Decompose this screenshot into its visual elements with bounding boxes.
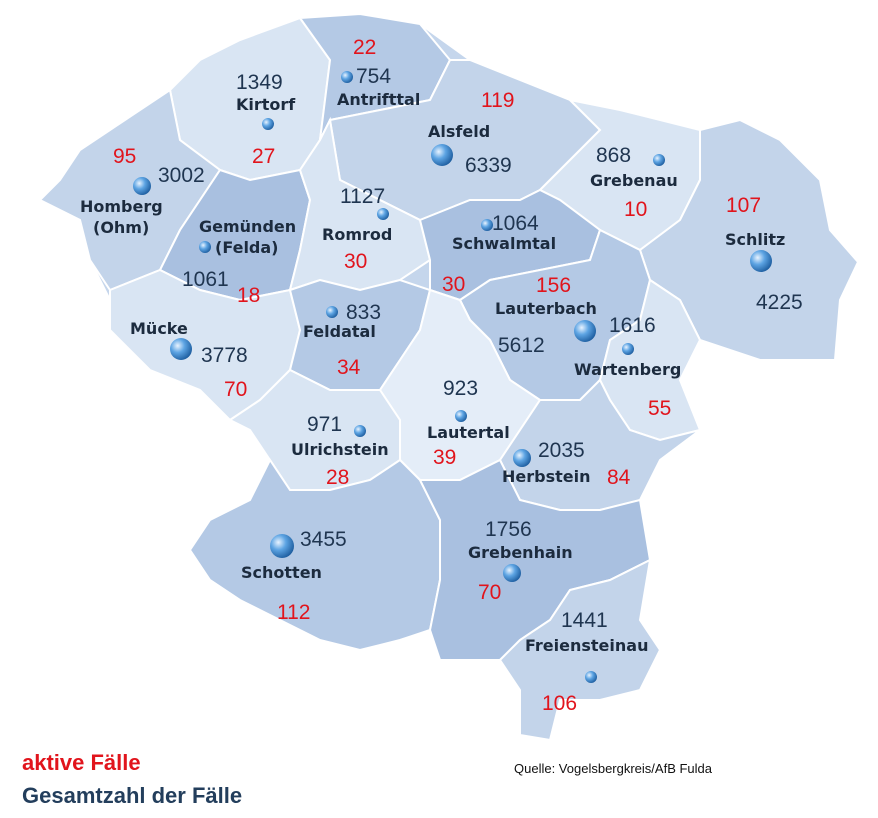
lauterbach-name: Lauterbach [495,299,597,318]
romrod-name: Romrod [322,225,392,244]
kirtorf-marker [262,118,274,130]
antrifttal-marker [341,71,353,83]
grebenhain-marker [503,564,521,582]
kirtorf-total: 1349 [236,71,283,94]
schwalmtal-name: Schwalmtal [452,234,556,253]
grebenau-total: 868 [596,144,631,167]
herbstein-active: 84 [607,466,631,489]
region-schlitz [638,118,860,361]
ulrichstein-active: 28 [326,466,349,489]
wartenberg-total: 1616 [609,314,656,337]
grebenhain-active: 70 [478,581,501,604]
herbstein-total: 2035 [538,439,585,462]
feldatal-active: 34 [337,356,361,379]
schotten-name: Schotten [241,563,322,582]
homberg-total: 3002 [158,164,205,187]
homberg-marker [133,177,151,195]
feldatal-marker [326,306,338,318]
grebenau-marker [653,154,665,166]
kirtorf-name: Kirtorf [236,95,296,114]
gemuenden-active: 18 [237,284,260,307]
ulrichstein-total: 971 [307,413,342,436]
wartenberg-active: 55 [648,397,671,420]
lauterbach-total: 5612 [498,334,545,357]
source-credit: Quelle: Vogelsbergkreis/AfB Fulda [514,761,712,776]
muecke-marker [170,338,192,360]
grebenau-name: Grebenau [590,171,678,190]
antrifttal-name: Antrifttal [337,90,420,109]
ulrichstein-marker [354,425,366,437]
homberg-name-line2: (Ohm) [93,218,149,237]
schwalmtal-active: 30 [442,273,465,296]
schotten-marker [270,534,294,558]
feldatal-name: Feldatal [303,322,376,341]
muecke-name: Mücke [130,319,188,338]
schlitz-active: 107 [726,194,761,217]
grebenhain-name: Grebenhain [468,543,573,562]
muecke-active: 70 [224,378,247,401]
lautertal-total: 923 [443,377,478,400]
region-freiensteinau [498,558,662,742]
romrod-active: 30 [344,250,367,273]
wartenberg-marker [622,343,634,355]
grebenau-active: 10 [624,198,647,221]
freiensteinau-marker [585,671,597,683]
schotten-total: 3455 [300,528,347,551]
romrod-total: 1127 [340,185,385,208]
alsfeld-total: 6339 [465,154,512,177]
schwalmtal-total: 1064 [492,212,539,235]
homberg-name-line1: Homberg [80,197,163,216]
ulrichstein-name: Ulrichstein [291,440,389,459]
antrifttal-active: 22 [353,36,376,59]
antrifttal-total: 754 [356,65,391,88]
gemuenden-total: 1061 [182,268,229,291]
muecke-total: 3778 [201,344,248,367]
lautertal-active: 39 [433,446,456,469]
schwalmtal-marker [481,219,493,231]
alsfeld-active: 119 [481,89,514,112]
wartenberg-name: Wartenberg [574,360,681,379]
lauterbach-marker [574,320,596,342]
homberg-active: 95 [113,145,136,168]
gemuenden-name-line2: (Felda) [215,238,279,257]
gemuenden-marker [199,241,211,253]
schlitz-marker [750,250,772,272]
freiensteinau-total: 1441 [561,609,608,632]
feldatal-total: 833 [346,301,381,324]
gemuenden-name-line1: Gemünden [199,217,296,236]
kirtorf-active: 27 [252,145,275,168]
alsfeld-name: Alsfeld [428,122,490,141]
grebenhain-total: 1756 [485,518,532,541]
herbstein-name: Herbstein [502,467,590,486]
legend-total-cases: Gesamtzahl der Fälle [22,783,243,808]
alsfeld-marker [431,144,453,166]
schlitz-name: Schlitz [725,230,785,249]
romrod-marker [377,208,389,220]
lautertal-marker [455,410,467,422]
legend-active-cases: aktive Fälle [22,750,141,775]
region-romrod [288,116,432,292]
lauterbach-active: 156 [536,274,571,297]
lautertal-name: Lautertal [427,423,510,442]
schlitz-total: 4225 [756,291,803,314]
freiensteinau-name: Freiensteinau [525,636,648,655]
schotten-active: 112 [277,601,310,624]
herbstein-marker [513,449,531,467]
freiensteinau-active: 106 [542,692,577,715]
